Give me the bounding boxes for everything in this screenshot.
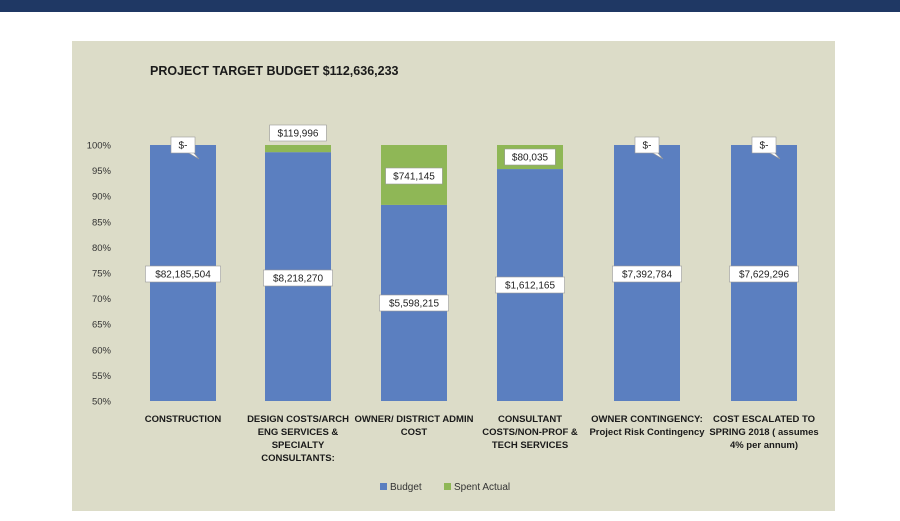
data-label-text: $1,612,165 <box>505 281 555 292</box>
data-label-box <box>729 265 799 283</box>
y-tick-label: 60% <box>92 345 112 356</box>
x-category-label: CONSTRUCTION <box>144 414 222 425</box>
data-label-box <box>145 265 221 283</box>
data-label-text: $7,392,784 <box>622 270 672 281</box>
legend-swatch-spent-actual <box>444 483 451 490</box>
y-tick-label: 100% <box>87 141 112 152</box>
y-tick-label: 65% <box>92 320 112 331</box>
y-tick-label: 80% <box>92 243 112 254</box>
x-category-label: DESIGN COSTS/ARCH ENG SERVICES & SPECIAL… <box>247 414 349 464</box>
data-label-spent-actual: $- <box>170 136 200 160</box>
data-label-budget: $7,629,296 <box>729 265 799 283</box>
data-label-text: $5,598,215 <box>389 299 439 310</box>
data-label-budget: $8,218,270 <box>263 269 333 287</box>
legend-label-budget: Budget <box>390 482 422 493</box>
x-category-label: COST ESCALATED TO SPRING 2018 ( assumes … <box>709 414 819 451</box>
x-category-label: OWNER/ DISTRICT ADMIN COST <box>354 414 474 438</box>
data-label-budget: $1,612,165 <box>495 276 565 294</box>
legend-label-spent-actual: Spent Actual <box>454 482 510 493</box>
chart-title: PROJECT TARGET BUDGET $112,636,233 <box>150 64 399 78</box>
data-label-box <box>495 276 565 294</box>
data-label-text: $- <box>643 141 652 152</box>
x-category-label: CONSULTANT COSTS/NON-PROF & TECH SERVICE… <box>482 414 578 451</box>
y-tick-label: 90% <box>92 192 112 203</box>
data-label-text: $741,145 <box>393 172 435 183</box>
y-tick-label: 95% <box>92 166 112 177</box>
y-tick-label: 50% <box>92 397 112 408</box>
y-tick-label: 75% <box>92 269 112 280</box>
data-label-text: $- <box>760 141 769 152</box>
data-label-text: $80,035 <box>512 153 549 164</box>
data-label-spent-actual: $741,145 <box>385 167 443 185</box>
data-label-text: $8,218,270 <box>273 274 323 285</box>
y-tick-label: 85% <box>92 217 112 228</box>
y-tick-label: 55% <box>92 371 112 382</box>
bar-spent-actual <box>265 145 331 153</box>
data-label-box <box>612 265 682 283</box>
data-label-text: $7,629,296 <box>739 270 789 281</box>
data-label-box <box>385 167 443 185</box>
data-label-spent-actual: $119,996 <box>269 124 327 142</box>
legend-swatch-budget <box>380 483 387 490</box>
data-label-box <box>379 294 449 312</box>
data-label-box <box>170 136 196 154</box>
data-label-text: $119,996 <box>278 129 319 140</box>
y-tick-label: 70% <box>92 294 112 305</box>
x-category-label: OWNER CONTINGENCY: Project Risk Continge… <box>589 414 705 438</box>
data-label-box <box>269 124 327 142</box>
data-label-box <box>263 269 333 287</box>
data-label-spent-actual: $- <box>751 136 781 160</box>
data-label-spent-actual: $80,035 <box>504 148 556 166</box>
top-banner <box>0 0 900 12</box>
data-label-budget: $82,185,504 <box>145 265 221 283</box>
data-label-spent-actual: $- <box>634 136 664 160</box>
data-label-text: $- <box>179 141 188 152</box>
data-label-budget: $5,598,215 <box>379 294 449 312</box>
data-label-text: $82,185,504 <box>155 270 211 281</box>
data-label-budget: $7,392,784 <box>612 265 682 283</box>
data-label-box <box>634 136 660 154</box>
data-label-box <box>504 148 556 166</box>
data-label-box <box>751 136 777 154</box>
